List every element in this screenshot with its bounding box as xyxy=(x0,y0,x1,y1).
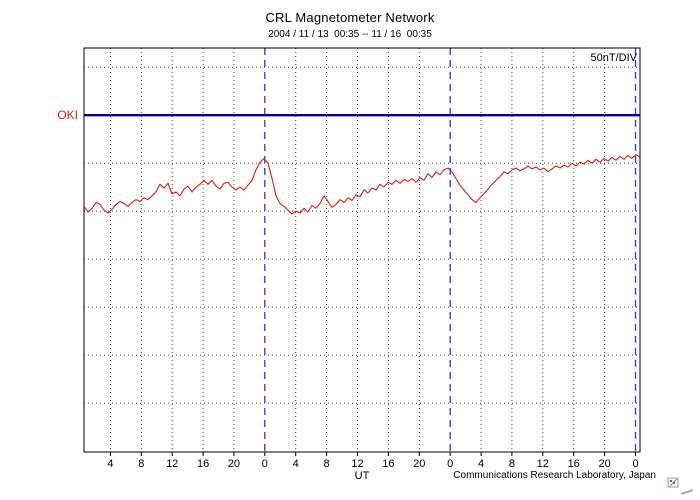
date-range-subtitle: 2004 / 11 / 13 00:35 -- 11 / 16 00:35 xyxy=(268,29,432,40)
page-title: CRL Magnetometer Network xyxy=(265,10,435,25)
x-axis-label: UT xyxy=(354,470,370,482)
x-tick-label: 0 xyxy=(632,458,638,470)
x-tick-label: 12 xyxy=(351,458,363,470)
x-tick-label: 16 xyxy=(382,458,394,470)
x-tick-label: 0 xyxy=(262,458,268,470)
x-tick-label: 4 xyxy=(107,458,113,470)
x-tick-label: 4 xyxy=(293,458,299,470)
broken-image-icon xyxy=(667,477,694,495)
x-tick-label: 8 xyxy=(509,458,515,470)
x-tick-label: 12 xyxy=(537,458,549,470)
x-tick-label: 20 xyxy=(228,458,240,470)
x-tick-label: 16 xyxy=(197,458,209,470)
credit-text: Communications Research Laboratory, Japa… xyxy=(453,470,656,481)
x-tick-label: 0 xyxy=(447,458,453,470)
x-tick-label: 4 xyxy=(478,458,484,470)
plot-border xyxy=(83,47,641,453)
x-tick-label: 8 xyxy=(138,458,144,470)
x-tick-label: 12 xyxy=(166,458,178,470)
x-tick-label: 8 xyxy=(324,458,330,470)
x-tick-label: 16 xyxy=(568,458,580,470)
x-tick-label: 20 xyxy=(598,458,610,470)
magnetometer-trace xyxy=(83,153,641,215)
station-label: OKI xyxy=(57,108,78,122)
scale-per-division-label: 50nT/DIV xyxy=(590,52,637,64)
x-tick-label: 20 xyxy=(413,458,425,470)
